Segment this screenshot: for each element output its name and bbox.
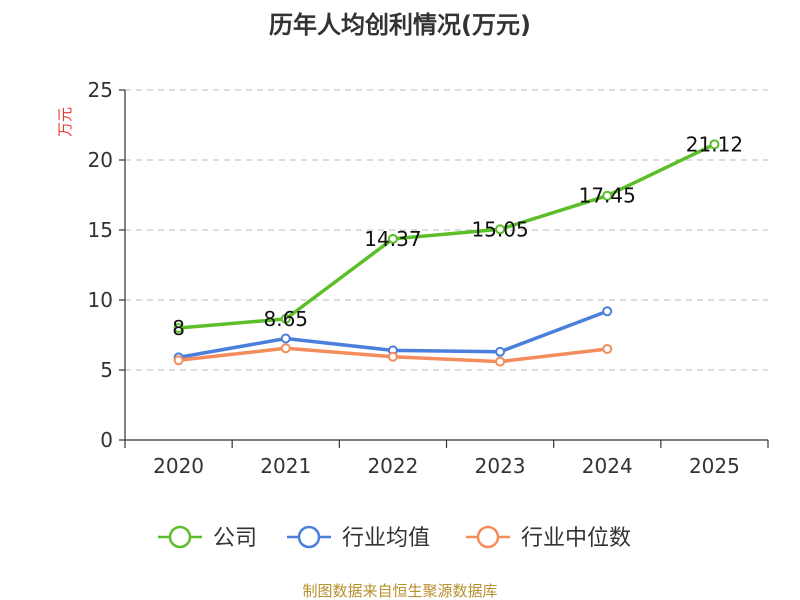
y-ticks: 0 5 10 15 20 25 bbox=[88, 78, 125, 452]
legend-item[interactable]: 行业中位数 bbox=[466, 525, 631, 551]
data-label: 8 bbox=[172, 316, 185, 340]
x-tick-label: 2020 bbox=[153, 454, 204, 478]
data-point[interactable] bbox=[173, 323, 184, 333]
source-note: 制图数据来自恒生聚源数据库 bbox=[302, 582, 497, 600]
y-tick-label: 10 bbox=[88, 288, 113, 312]
data-label: 8.65 bbox=[263, 307, 308, 331]
data-point[interactable] bbox=[495, 356, 506, 367]
axes bbox=[124, 90, 768, 441]
data-point[interactable] bbox=[602, 190, 613, 201]
x-ticks: 2020 2021 2022 2023 2024 2025 bbox=[124, 440, 769, 478]
y-tick-label: 0 bbox=[100, 428, 113, 452]
data-point[interactable] bbox=[280, 333, 291, 344]
data-point[interactable] bbox=[280, 313, 291, 324]
grid-lines bbox=[125, 89, 768, 371]
legend[interactable]: 公司 行业均值 行业中位数 bbox=[158, 525, 631, 551]
data-point[interactable] bbox=[173, 355, 184, 366]
legend-label: 公司 bbox=[213, 526, 257, 551]
data-label: 17.45 bbox=[579, 184, 636, 208]
y-tick-label: 15 bbox=[88, 218, 113, 242]
y-axis-label: 万元 bbox=[56, 107, 74, 137]
x-tick-label: 2023 bbox=[475, 454, 526, 478]
data-point[interactable] bbox=[602, 344, 613, 354]
legend-label: 行业均值 bbox=[342, 526, 430, 551]
data-label: 21.12 bbox=[686, 132, 743, 156]
legend-swatch-marker bbox=[476, 525, 500, 549]
x-tick-label: 2022 bbox=[367, 454, 418, 478]
data-point[interactable] bbox=[387, 233, 398, 244]
data-label: 14.37 bbox=[364, 227, 421, 251]
x-tick-label: 2021 bbox=[260, 454, 311, 478]
y-tick-label: 25 bbox=[88, 78, 113, 102]
y-tick-label: 20 bbox=[88, 148, 113, 172]
legend-item[interactable]: 行业均值 bbox=[287, 525, 430, 551]
series-group bbox=[173, 139, 720, 367]
legend-item[interactable]: 公司 bbox=[158, 525, 257, 551]
x-tick-label: 2025 bbox=[689, 454, 740, 478]
x-tick-label: 2024 bbox=[582, 454, 633, 478]
data-point[interactable] bbox=[495, 346, 506, 357]
data-point[interactable] bbox=[280, 343, 291, 354]
data-point[interactable] bbox=[602, 306, 613, 317]
legend-swatch-marker bbox=[297, 525, 321, 549]
data-label: 15.05 bbox=[471, 217, 528, 241]
legend-swatch-marker bbox=[168, 525, 192, 549]
series-line bbox=[178, 142, 716, 330]
data-labels: 8 8.65 14.37 15.05 17.45 21.12 bbox=[172, 132, 743, 340]
data-point[interactable] bbox=[387, 351, 398, 362]
legend-label: 行业中位数 bbox=[521, 526, 631, 551]
y-tick-label: 5 bbox=[100, 358, 113, 382]
chart-title: 历年人均创利情况(万元) bbox=[269, 11, 531, 39]
data-point[interactable] bbox=[495, 224, 506, 235]
data-point[interactable] bbox=[709, 139, 720, 150]
